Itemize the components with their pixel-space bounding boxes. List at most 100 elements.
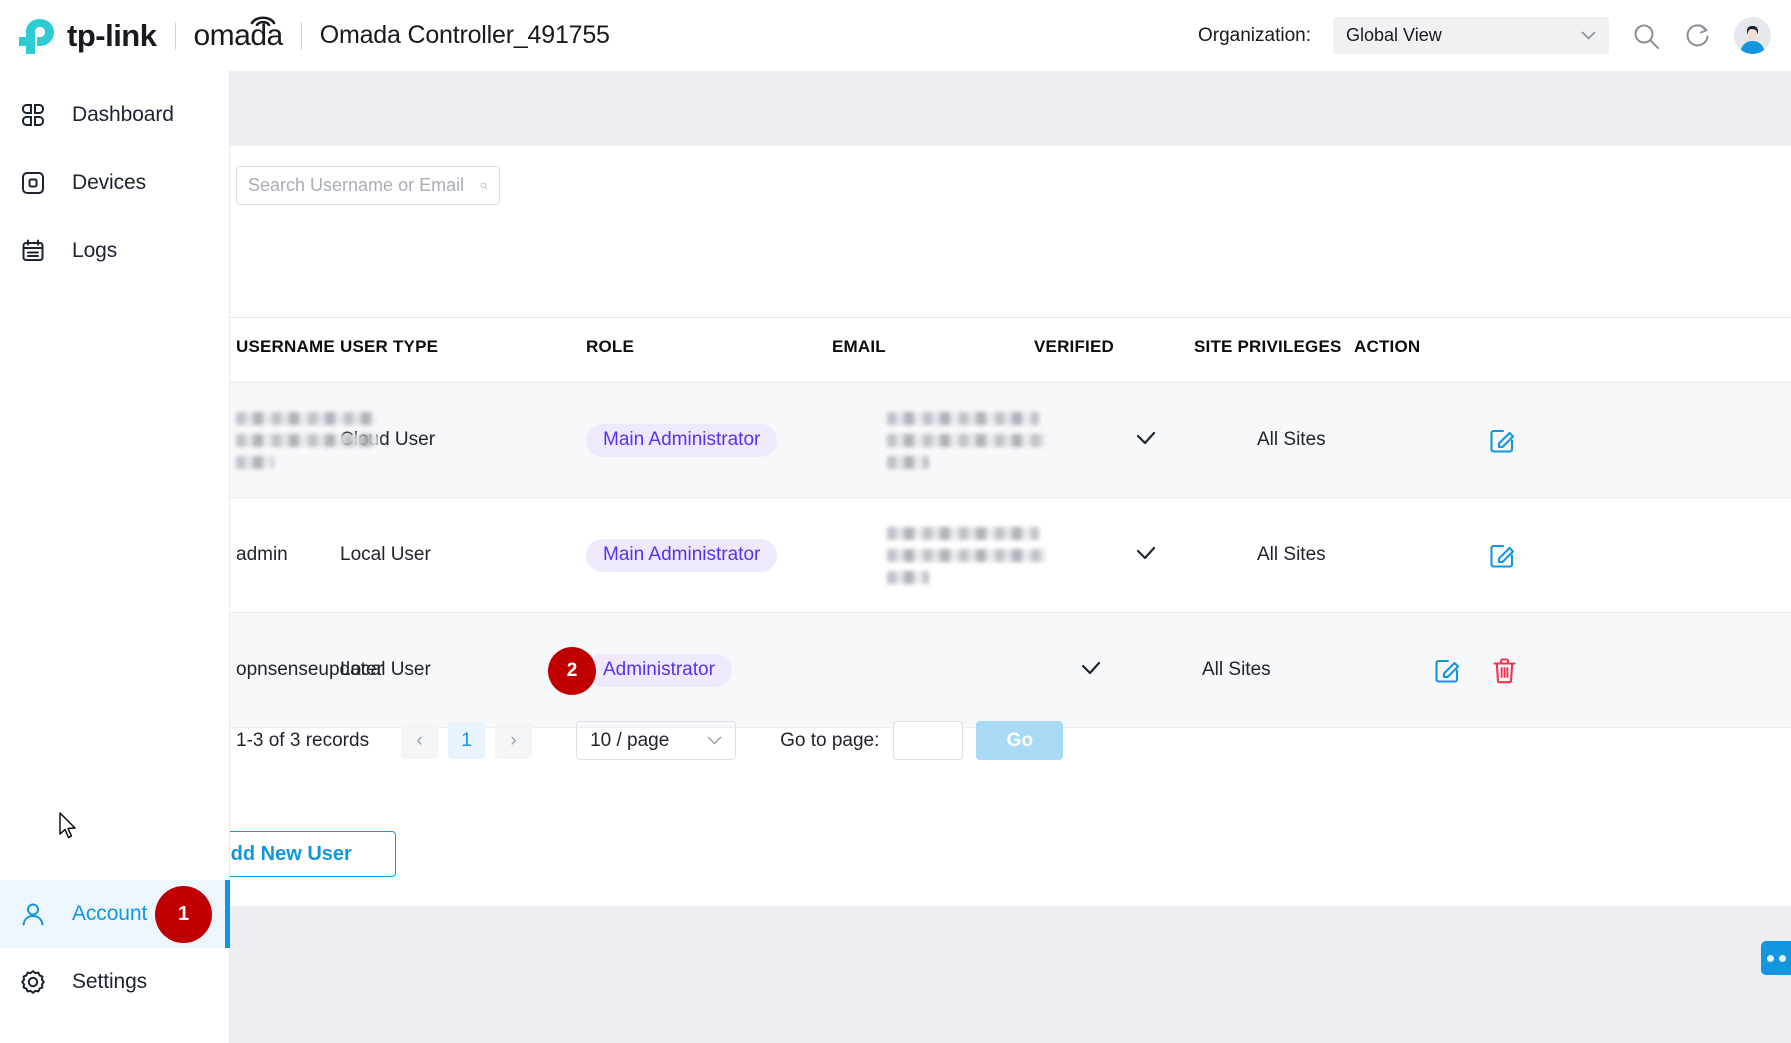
column-header-email: EMAIL — [832, 337, 886, 356]
column-header-role: ROLE — [586, 337, 635, 356]
search-icon[interactable] — [480, 176, 488, 196]
table-row[interactable]: Cloud User Main Administrator Al — [170, 383, 1791, 498]
edit-icon[interactable] — [1488, 425, 1518, 455]
cell-username: admin — [236, 544, 288, 565]
edit-icon[interactable] — [1433, 655, 1463, 685]
table-header-row: USERNAME USER TYPE ROLE EMAIL VERIFIED S… — [170, 317, 1791, 383]
check-icon — [1081, 661, 1101, 674]
annotation-badge-2: 2 — [548, 647, 596, 695]
cell-email — [887, 526, 1089, 584]
avatar[interactable] — [1734, 17, 1771, 54]
records-count: 1-3 of 3 records — [236, 729, 370, 751]
page-1-button[interactable]: 1 — [448, 722, 486, 759]
blurred-text — [887, 411, 1039, 425]
sidebar-item-settings[interactable]: Settings — [0, 948, 230, 1016]
tplink-wordmark: tp-link — [67, 17, 157, 53]
edit-icon[interactable] — [1488, 540, 1518, 570]
users-table: USERNAME USER TYPE ROLE EMAIL VERIFIED S… — [170, 317, 1791, 728]
cell-action — [1433, 655, 1663, 685]
dot — [1778, 954, 1786, 962]
cell-verified — [1034, 655, 1194, 686]
column-header-username: USERNAME — [236, 337, 335, 356]
gear-icon — [16, 965, 50, 999]
brand-area: tp-link omada Omada Controller_491755 — [0, 15, 610, 57]
prev-page-button[interactable]: ‹ — [401, 722, 439, 759]
refresh-icon[interactable] — [1683, 21, 1712, 50]
pagination: 1-3 of 3 records ‹ 1 › 10 / page Go to p… — [170, 721, 1064, 760]
check-icon — [1136, 546, 1156, 559]
cell-action — [1488, 425, 1718, 455]
column-header-site-privileges: SITE PRIVILEGES — [1194, 337, 1342, 356]
bottom-grey-band — [170, 906, 1791, 1043]
cell-site-privileges: All Sites — [1202, 659, 1271, 680]
sidebar-item-account[interactable]: Account 1 — [0, 880, 230, 948]
cell-site-privileges: All Sites — [1257, 544, 1326, 565]
omada-logo: omada — [194, 15, 283, 53]
trash-icon[interactable] — [1490, 656, 1519, 685]
goto-page-input[interactable] — [893, 721, 964, 760]
table-row[interactable]: admin Local User Main Administrator — [170, 498, 1791, 613]
annotation-badge-1: 1 — [155, 886, 212, 943]
sidebar-bottom-nav: Account 1 Settings — [0, 880, 230, 1016]
next-page-button[interactable]: › — [495, 722, 533, 759]
cell-role: Administrator — [586, 653, 832, 687]
sidebar-item-devices[interactable]: Devices — [0, 149, 229, 217]
cell-role: Main Administrator — [586, 423, 832, 457]
search-box[interactable] — [236, 166, 500, 205]
chat-bubble-icon[interactable] — [1761, 941, 1791, 975]
role-badge: Main Administrator — [586, 423, 778, 457]
organization-value: Global View — [1346, 25, 1442, 45]
cell-site-privileges: All Sites — [1257, 429, 1326, 450]
blurred-text — [887, 455, 929, 469]
go-button[interactable]: Go — [976, 721, 1064, 760]
chevron-down-icon — [707, 736, 722, 745]
page-size-select[interactable]: 10 / page — [576, 721, 737, 760]
blurred-text — [236, 433, 379, 447]
blurred-text — [887, 548, 1045, 562]
dot — [1766, 954, 1774, 962]
search-input[interactable] — [248, 175, 480, 196]
controller-title: Omada Controller_491755 — [319, 21, 610, 49]
search-row — [170, 146, 1791, 205]
sidebar-item-label: Logs — [72, 239, 118, 262]
sidebar-item-label: Devices — [72, 171, 146, 194]
blurred-text — [887, 526, 1039, 540]
organization-label: Organization: — [1197, 24, 1311, 46]
search-icon[interactable] — [1631, 21, 1661, 51]
blurred-text — [236, 455, 274, 469]
cell-username: opnsenseupdater — [236, 659, 383, 680]
user-icon — [16, 897, 50, 931]
brand-divider-2 — [300, 21, 302, 50]
sidebar-item-label: Account — [72, 902, 148, 925]
device-square-icon — [16, 166, 50, 200]
cell-email — [887, 411, 1089, 469]
cell-username — [170, 411, 379, 469]
grid-icon — [16, 98, 50, 132]
app-header: tp-link omada Omada Controller_491755 Or… — [0, 0, 1791, 71]
page-size-value: 10 / page — [590, 729, 670, 751]
chevron-down-icon — [1581, 31, 1596, 40]
sidebar-item-label: Settings — [72, 970, 148, 993]
table-row[interactable]: opnsenseupdater Local User Administrator… — [170, 613, 1791, 728]
cell-user-type: Local User — [340, 544, 431, 565]
cell-user-type: Local User — [340, 659, 431, 680]
sidebar-top-nav: Dashboard Devices — [0, 71, 229, 285]
header-right-controls: Organization: Global View — [1198, 17, 1791, 54]
blurred-text — [887, 433, 1045, 447]
logs-icon — [16, 234, 50, 268]
cell-role: Main Administrator — [586, 538, 832, 572]
sidebar-item-logs[interactable]: Logs — [0, 217, 229, 285]
organization-select[interactable]: Global View — [1333, 17, 1609, 54]
cell-verified — [1089, 425, 1249, 456]
brand-divider-1 — [174, 21, 176, 50]
tplink-mark-icon — [19, 18, 54, 54]
column-header-action: ACTION — [1354, 337, 1421, 356]
sidebar-item-dashboard[interactable]: Dashboard — [0, 81, 229, 149]
mouse-cursor — [59, 812, 76, 839]
top-grey-band — [170, 71, 1791, 146]
wifi-arc-icon — [250, 15, 275, 26]
column-header-user-type: USER TYPE — [340, 337, 439, 356]
tplink-logo: tp-link — [18, 15, 157, 57]
column-header-verified: VERIFIED — [1034, 337, 1115, 356]
